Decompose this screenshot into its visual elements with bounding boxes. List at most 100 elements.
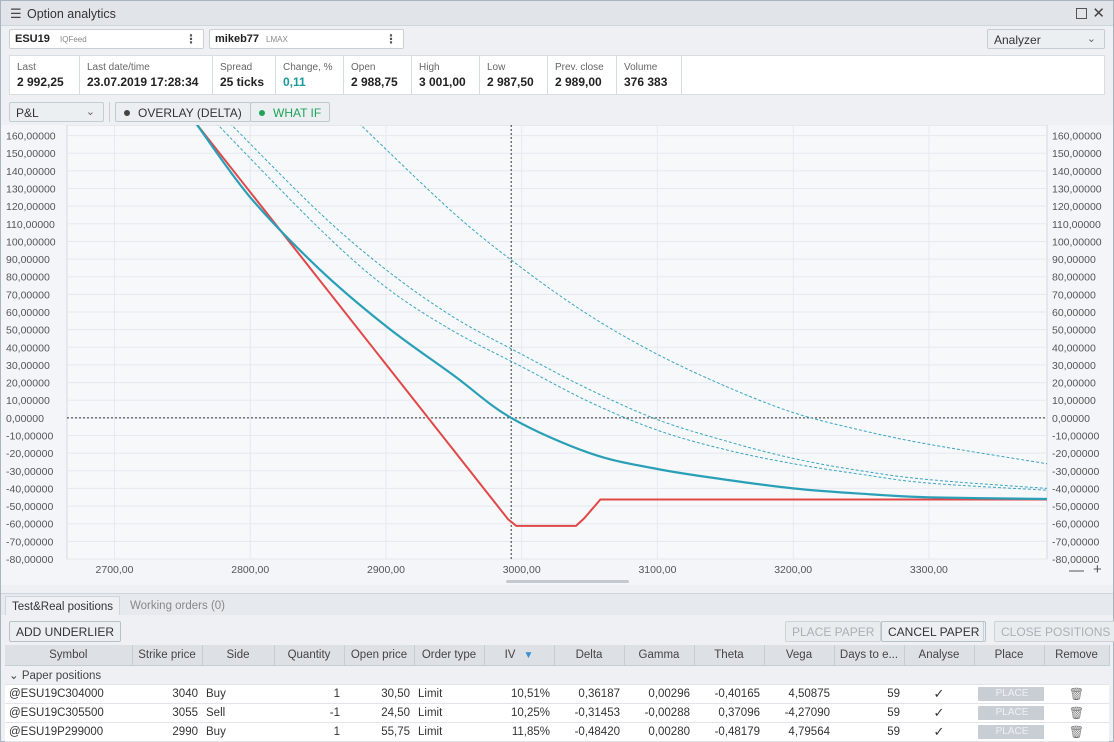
y-tick-label-left: 120,00000 <box>6 201 56 213</box>
pnl-chart-svg[interactable]: 160,00000 160,00000 150,00000 150,00000 140,… <box>1 125 1113 585</box>
y-tick-label-right: -20,00000 <box>1052 448 1099 460</box>
place-button[interactable]: PLACE <box>978 686 1044 701</box>
cell-quantity: -1 <box>274 703 344 723</box>
col-iv[interactable]: IV ▼ <box>484 645 555 666</box>
tab-working-orders[interactable]: Working orders (0) <box>130 600 226 612</box>
tab-test-real-positions[interactable]: Test&Real positions <box>5 596 120 616</box>
stat-value: 2 992,25 <box>17 75 64 89</box>
col-symbol[interactable]: Symbol <box>5 645 133 666</box>
col-days-to-expiry[interactable]: Days to e... <box>834 645 905 666</box>
col-place[interactable]: Place <box>974 645 1045 666</box>
col-theta[interactable]: Theta <box>694 645 765 666</box>
chart-mode-select[interactable]: P&L ⌄ <box>9 102 104 122</box>
table-row[interactable]: @ESU19P299000 2990 Buy 1 55,75 Limit 11,… <box>5 722 1109 742</box>
analyse-checkbox[interactable]: ✓ <box>904 722 974 742</box>
cell-gamma: -0,00288 <box>624 703 694 723</box>
stat-value: 2 988,75 <box>351 75 398 89</box>
symbol-selector-account[interactable]: mikeb77 LMAX ⋮ <box>209 29 404 49</box>
y-tick-label-right: 50,00000 <box>1052 325 1096 337</box>
y-tick-label-right: 150,00000 <box>1052 148 1102 160</box>
maximize-icon[interactable] <box>1076 8 1087 19</box>
what-if-toggle[interactable]: WHAT IF <box>250 102 331 122</box>
more-vertical-icon[interactable]: ⋮ <box>185 32 197 46</box>
group-row-paper-positions[interactable]: ⌄ Paper positions <box>5 665 1109 685</box>
y-tick-label-left: -80,00000 <box>6 554 53 566</box>
y-tick-label-right: 120,00000 <box>1052 201 1102 213</box>
cell-side: Sell <box>202 703 274 723</box>
toolbar-divider <box>983 622 984 642</box>
y-tick-label-left: 100,00000 <box>6 236 56 248</box>
col-delta[interactable]: Delta <box>554 645 625 666</box>
col-vega[interactable]: Vega <box>764 645 835 666</box>
col-remove[interactable]: Remove <box>1044 645 1110 666</box>
chevron-down-icon[interactable]: ⌄ <box>9 669 19 682</box>
symbol-selector-primary[interactable]: ESU19 IQFeed ⋮ <box>9 29 204 49</box>
table-row[interactable]: @ESU19C304000 3040 Buy 1 30,50 Limit 10,… <box>5 684 1109 704</box>
stat-change: Change, % 0,11 <box>276 56 344 94</box>
cell-remove: 🗑 <box>1044 722 1109 742</box>
zoom-in-icon[interactable]: + <box>1093 561 1102 578</box>
stat-open: Open 2 988,75 <box>344 56 412 94</box>
stat-low: Low 2 987,50 <box>480 56 548 94</box>
cell-gamma: 0,00280 <box>624 722 694 742</box>
plot-area <box>66 125 1048 560</box>
y-tick-label-right: -30,00000 <box>1052 466 1099 478</box>
trash-icon[interactable]: 🗑 <box>1068 705 1085 720</box>
cell-remove: 🗑 <box>1044 703 1109 723</box>
y-tick-label-right: 110,00000 <box>1052 219 1101 231</box>
y-tick-label-right: 10,00000 <box>1052 395 1096 407</box>
close-icon[interactable]: ✕ <box>1092 5 1105 22</box>
what-if-pnl-line <box>230 125 1047 489</box>
window-title: Option analytics <box>27 7 116 21</box>
hamburger-menu-icon[interactable]: ☰ <box>10 6 22 21</box>
current-pnl-line <box>195 125 1047 501</box>
col-side[interactable]: Side <box>202 645 275 666</box>
chevron-down-icon: ⌄ <box>1086 33 1096 45</box>
y-tick-label-left: -40,00000 <box>6 483 53 495</box>
add-underlier-button[interactable]: ADD UNDERLIER <box>9 621 122 642</box>
trash-icon[interactable]: 🗑 <box>1068 724 1085 739</box>
positions-table: Symbol Strike price Side Quantity Open p… <box>5 645 1110 742</box>
col-strike[interactable]: Strike price <box>132 645 203 666</box>
stat-last-datetime: Last date/time 23.07.2019 17:28:34 <box>80 56 213 94</box>
filter-icon[interactable]: ▼ <box>523 649 534 661</box>
pnl-chart[interactable]: 160,00000 160,00000 150,00000 150,00000 140,… <box>1 125 1113 585</box>
col-iv-label: IV <box>504 648 516 661</box>
col-quantity[interactable]: Quantity <box>274 645 345 666</box>
cell-symbol: @ESU19C304000 <box>5 684 132 704</box>
close-positions-button[interactable]: CLOSE POSITIONS <box>994 621 1114 642</box>
cancel-paper-button[interactable]: CANCEL PAPER <box>881 621 987 642</box>
col-analyse[interactable]: Analyse <box>904 645 975 666</box>
cell-open-price: 30,50 <box>344 684 414 704</box>
analyse-checkbox[interactable]: ✓ <box>904 703 974 723</box>
y-tick-label-left: 60,00000 <box>6 307 50 319</box>
more-vertical-icon[interactable]: ⋮ <box>385 32 397 46</box>
y-tick-label-left: -50,00000 <box>6 501 53 513</box>
stat-label: Last date/time <box>87 62 150 73</box>
cell-vega: -4,27090 <box>764 703 834 723</box>
cell-place: PLACE <box>974 684 1044 704</box>
overlay-delta-toggle[interactable]: OVERLAY (DELTA) <box>115 102 251 122</box>
checkmark-icon: ✓ <box>933 704 945 720</box>
symbol-name: ESU19 <box>15 33 50 45</box>
col-open-price[interactable]: Open price <box>344 645 415 666</box>
table-row[interactable]: @ESU19C305500 3055 Sell -1 24,50 Limit 1… <box>5 703 1109 723</box>
y-tick-label-right: 80,00000 <box>1052 272 1096 284</box>
place-button[interactable]: PLACE <box>978 705 1044 720</box>
stat-value: 25 ticks <box>220 75 265 89</box>
stat-value: 0,11 <box>283 75 306 89</box>
col-order-type[interactable]: Order type <box>414 645 485 666</box>
quote-stats-panel: Last 2 992,25 Last date/time 23.07.2019 … <box>9 55 1105 95</box>
y-tick-label-left: 90,00000 <box>6 254 50 266</box>
positions-tabs: Test&Real positions Working orders (0) <box>1 593 1113 616</box>
x-tick-label: 3000,00 <box>503 564 541 576</box>
place-paper-button[interactable]: PLACE PAPER <box>785 621 882 642</box>
y-tick-label-left: 20,00000 <box>6 378 50 390</box>
analyzer-select[interactable]: Analyzer ⌄ <box>987 29 1105 49</box>
cell-delta: -0,31453 <box>554 703 624 723</box>
col-gamma[interactable]: Gamma <box>624 645 695 666</box>
zoom-out-icon[interactable]: — <box>1069 562 1084 579</box>
trash-icon[interactable]: 🗑 <box>1068 686 1085 701</box>
place-button[interactable]: PLACE <box>978 724 1044 739</box>
analyse-checkbox[interactable]: ✓ <box>904 684 974 704</box>
